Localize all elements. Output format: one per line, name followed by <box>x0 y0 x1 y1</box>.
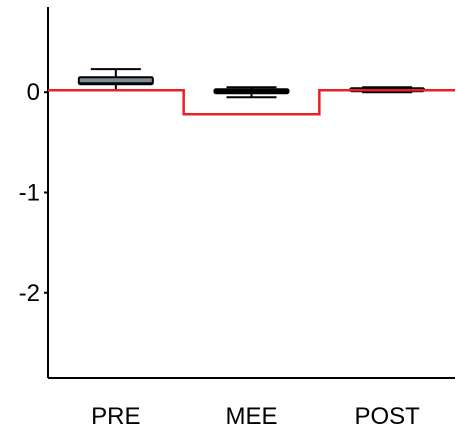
box-pre <box>77 68 154 92</box>
x-tick-label: MEE <box>225 403 277 430</box>
ticks-layer: 0 -1 -2 PRE MEE POST <box>19 79 421 430</box>
y-tick-label: -1 <box>19 180 40 207</box>
boxes-layer <box>77 68 426 99</box>
reference-step-line <box>48 88 455 116</box>
axes <box>47 7 455 379</box>
reference-line-layer <box>48 88 455 116</box>
y-tick-label: -2 <box>19 280 40 307</box>
x-tick-label: PRE <box>91 403 140 430</box>
box-mee <box>213 86 290 99</box>
x-tick-label: POST <box>354 403 420 430</box>
y-tick-label: 0 <box>27 79 40 106</box>
